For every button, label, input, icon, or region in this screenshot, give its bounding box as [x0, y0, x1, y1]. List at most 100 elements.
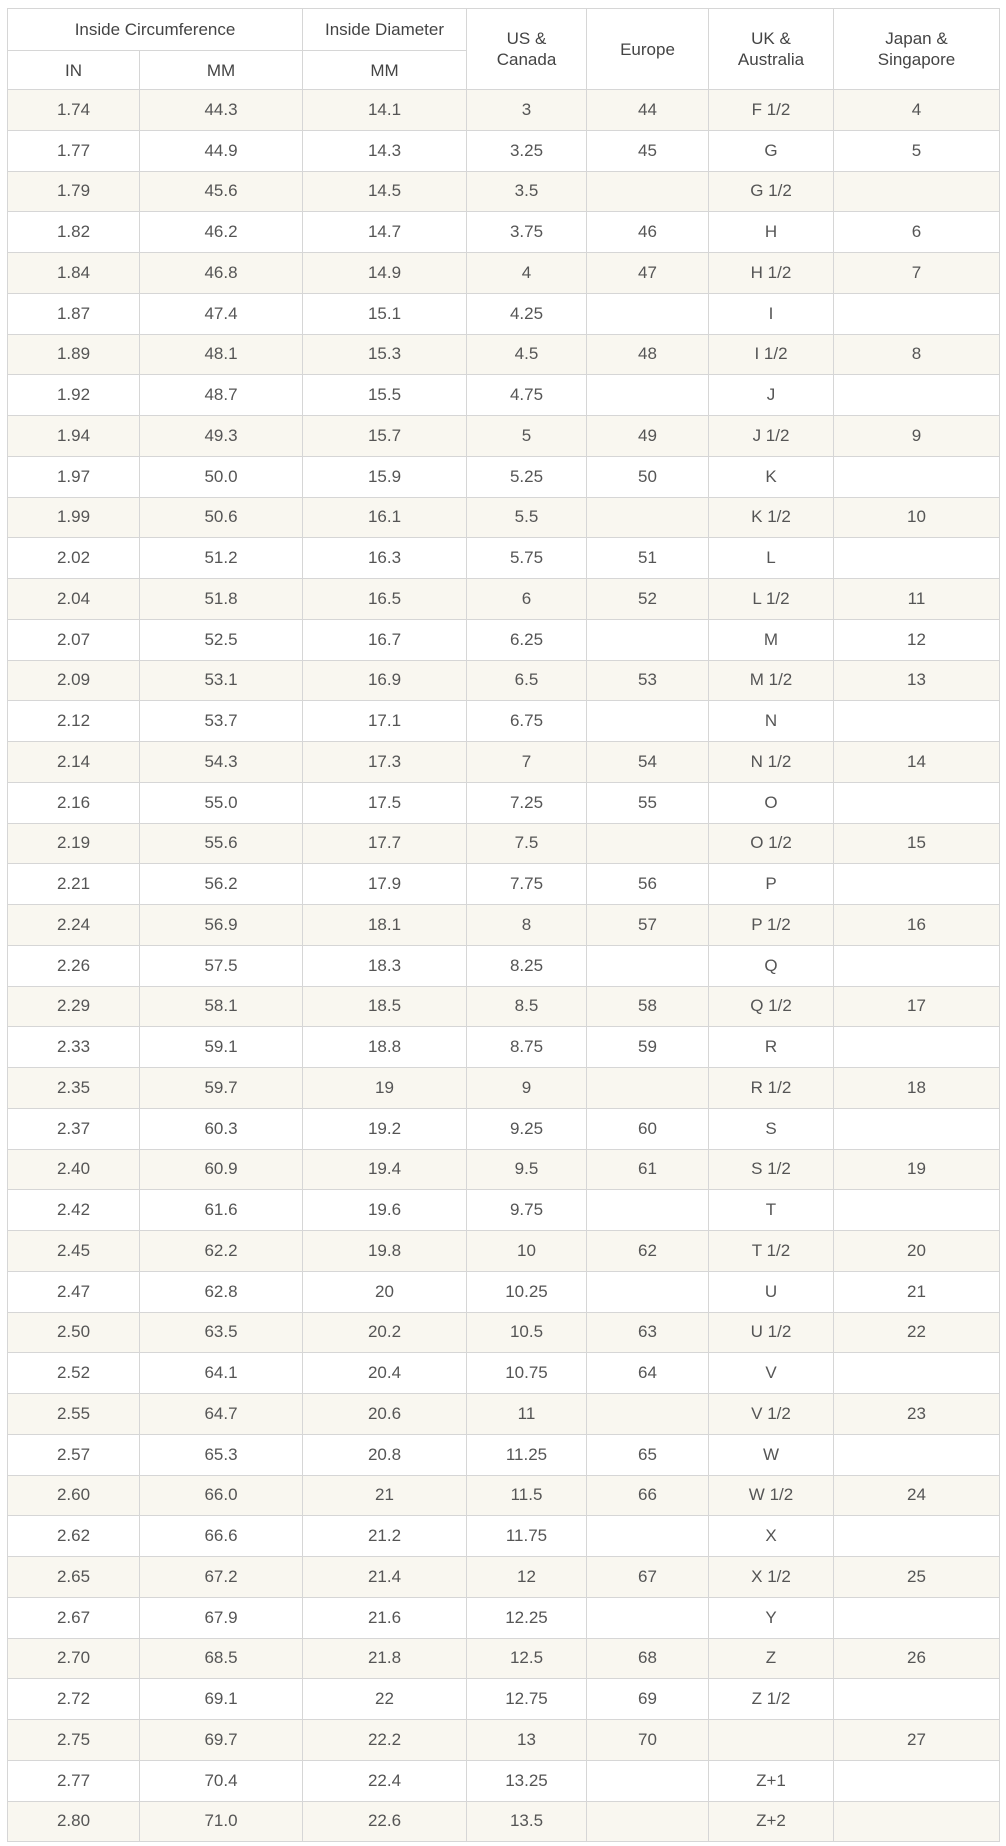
cell-japan-singapore: 25	[833, 1556, 1000, 1598]
ring-size-table: Inside Circumference Inside Diameter US …	[7, 8, 1000, 1843]
header-diameter-mm: MM	[302, 50, 467, 90]
cell-diameter-mm: 21.2	[302, 1515, 467, 1557]
cell-circumference-mm: 54.3	[139, 741, 303, 783]
cell-europe	[586, 1189, 709, 1231]
cell-europe	[586, 618, 709, 661]
cell-diameter-mm: 14.3	[302, 129, 467, 172]
cell-europe: 60	[586, 1107, 709, 1150]
cell-diameter-mm: 17.9	[302, 863, 467, 905]
cell-japan-singapore	[833, 292, 1000, 335]
cell-circumference-in: 2.52	[7, 1352, 140, 1394]
cell-diameter-mm: 15.7	[302, 415, 467, 457]
cell-uk-australia: J 1/2	[708, 415, 834, 457]
cell-uk-australia: Z+2	[708, 1800, 834, 1843]
cell-europe: 57	[586, 904, 709, 946]
cell-japan-singapore	[833, 863, 1000, 905]
cell-circumference-mm: 46.2	[139, 211, 303, 253]
cell-us-canada: 4.75	[466, 374, 587, 416]
cell-europe: 52	[586, 578, 709, 620]
cell-circumference-in: 1.99	[7, 496, 140, 539]
table-row: 2.62 66.6 21.2 11.75 X	[7, 1515, 1000, 1557]
table-row: 2.72 69.1 22 12.75 69 Z 1/2	[7, 1678, 1000, 1720]
cell-diameter-mm: 14.9	[302, 252, 467, 294]
cell-circumference-mm: 66.0	[139, 1474, 303, 1517]
cell-circumference-mm: 56.2	[139, 863, 303, 905]
cell-us-canada: 8.75	[466, 1026, 587, 1068]
cell-diameter-mm: 16.5	[302, 578, 467, 620]
cell-diameter-mm: 19.2	[302, 1107, 467, 1150]
cell-circumference-in: 2.77	[7, 1759, 140, 1802]
cell-circumference-in: 2.04	[7, 578, 140, 620]
cell-uk-australia: V	[708, 1352, 834, 1394]
cell-uk-australia: H 1/2	[708, 252, 834, 294]
cell-us-canada: 13	[466, 1719, 587, 1761]
cell-uk-australia: Y	[708, 1596, 834, 1639]
cell-us-canada: 11.5	[466, 1474, 587, 1517]
header-japan-singapore: Japan & Singapore	[833, 8, 1000, 90]
cell-europe	[586, 170, 709, 213]
cell-europe	[586, 1515, 709, 1557]
table-row: 2.14 54.3 17.3 7 54 N 1/2 14	[7, 741, 1000, 783]
cell-circumference-in: 2.24	[7, 904, 140, 946]
cell-japan-singapore	[833, 455, 1000, 498]
cell-diameter-mm: 21.6	[302, 1596, 467, 1639]
cell-us-canada: 12.75	[466, 1678, 587, 1720]
cell-diameter-mm: 22	[302, 1678, 467, 1720]
cell-circumference-in: 2.21	[7, 863, 140, 905]
cell-circumference-mm: 51.8	[139, 578, 303, 620]
cell-circumference-in: 2.33	[7, 1026, 140, 1068]
cell-us-canada: 11.25	[466, 1433, 587, 1476]
table-row: 1.79 45.6 14.5 3.5 G 1/2	[7, 170, 1000, 213]
cell-circumference-in: 2.57	[7, 1433, 140, 1476]
cell-circumference-in: 2.80	[7, 1800, 140, 1843]
cell-circumference-mm: 66.6	[139, 1515, 303, 1557]
cell-uk-australia: U	[708, 1270, 834, 1313]
cell-japan-singapore	[833, 1107, 1000, 1150]
cell-japan-singapore: 21	[833, 1270, 1000, 1313]
cell-japan-singapore	[833, 700, 1000, 742]
table-row: 2.12 53.7 17.1 6.75 N	[7, 700, 1000, 742]
cell-uk-australia	[708, 1719, 834, 1761]
cell-diameter-mm: 19.4	[302, 1148, 467, 1191]
cell-circumference-in: 2.55	[7, 1393, 140, 1435]
cell-diameter-mm: 14.7	[302, 211, 467, 253]
cell-japan-singapore: 5	[833, 129, 1000, 172]
cell-japan-singapore	[833, 944, 1000, 987]
table-row: 1.99 50.6 16.1 5.5 K 1/2 10	[7, 496, 1000, 539]
cell-japan-singapore: 14	[833, 741, 1000, 783]
cell-us-canada: 3.25	[466, 129, 587, 172]
cell-uk-australia: P	[708, 863, 834, 905]
cell-us-canada: 4.5	[466, 333, 587, 376]
cell-diameter-mm: 17.5	[302, 781, 467, 824]
cell-circumference-mm: 70.4	[139, 1759, 303, 1802]
cell-us-canada: 11	[466, 1393, 587, 1435]
table-row: 2.77 70.4 22.4 13.25 Z+1	[7, 1759, 1000, 1802]
table-row: 1.84 46.8 14.9 4 47 H 1/2 7	[7, 252, 1000, 294]
table-row: 2.80 71.0 22.6 13.5 Z+2	[7, 1800, 1000, 1843]
cell-circumference-in: 2.19	[7, 822, 140, 865]
cell-circumference-mm: 56.9	[139, 904, 303, 946]
cell-circumference-in: 2.67	[7, 1596, 140, 1639]
cell-us-canada: 4	[466, 252, 587, 294]
cell-us-canada: 6.5	[466, 659, 587, 702]
cell-circumference-in: 2.40	[7, 1148, 140, 1191]
cell-japan-singapore: 9	[833, 415, 1000, 457]
cell-us-canada: 10.5	[466, 1311, 587, 1354]
cell-diameter-mm: 21	[302, 1474, 467, 1517]
table-row: 2.24 56.9 18.1 8 57 P 1/2 16	[7, 904, 1000, 946]
cell-circumference-mm: 67.2	[139, 1556, 303, 1598]
cell-circumference-mm: 53.1	[139, 659, 303, 702]
cell-circumference-mm: 57.5	[139, 944, 303, 987]
cell-europe	[586, 374, 709, 416]
table-row: 1.94 49.3 15.7 5 49 J 1/2 9	[7, 415, 1000, 457]
cell-uk-australia: I 1/2	[708, 333, 834, 376]
cell-japan-singapore: 22	[833, 1311, 1000, 1354]
cell-us-canada: 7	[466, 741, 587, 783]
cell-uk-australia: Q 1/2	[708, 985, 834, 1028]
cell-circumference-in: 2.35	[7, 1067, 140, 1109]
cell-circumference-in: 2.72	[7, 1678, 140, 1720]
cell-circumference-in: 2.45	[7, 1230, 140, 1272]
cell-japan-singapore	[833, 1189, 1000, 1231]
cell-circumference-in: 1.77	[7, 129, 140, 172]
cell-uk-australia: W 1/2	[708, 1474, 834, 1517]
